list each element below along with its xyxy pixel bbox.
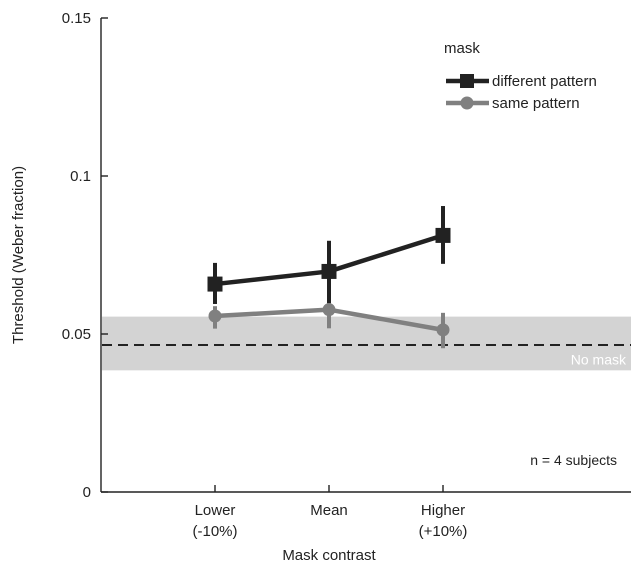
data-point-square [435,227,451,243]
legend: mask different pattern same pattern [444,40,597,112]
y-tick-label: 0.1 [70,168,91,185]
x-axis-title: Mask contrast [282,547,376,564]
y-tick-label: 0 [83,484,91,501]
x-tick-label: Mean [310,502,348,519]
x-tick-label: Lower [195,502,236,519]
legend-square-marker [460,74,474,88]
data-point-square [321,263,337,279]
legend-circle-marker [460,96,474,110]
series-different-pattern [207,206,451,304]
data-point-circle [208,309,222,323]
y-tick-label: 0.15 [62,10,91,27]
no-mask-band [102,316,631,371]
x-tick-label-line2: (+10%) [419,523,468,540]
y-tick-label: 0.05 [62,326,91,343]
data-point-circle [322,303,336,317]
sample-size-annotation: n = 4 subjects [530,452,617,468]
series-layer [207,206,451,349]
x-tick-label: Higher [421,502,465,519]
data-point-square [207,276,223,292]
y-axis-title: Threshold (Weber fraction) [10,166,27,344]
axes: 0 0.05 0.1 0.15 Lower (-10%) Mean Higher (+10%) [62,10,631,540]
no-mask-label: No mask [571,351,627,367]
data-point-circle [436,323,450,337]
x-tick-label-line2: (-10%) [192,523,237,540]
legend-label: different pattern [492,73,597,90]
legend-label: same pattern [492,95,580,112]
series-same-pattern [208,300,450,349]
legend-title: mask [444,40,480,57]
